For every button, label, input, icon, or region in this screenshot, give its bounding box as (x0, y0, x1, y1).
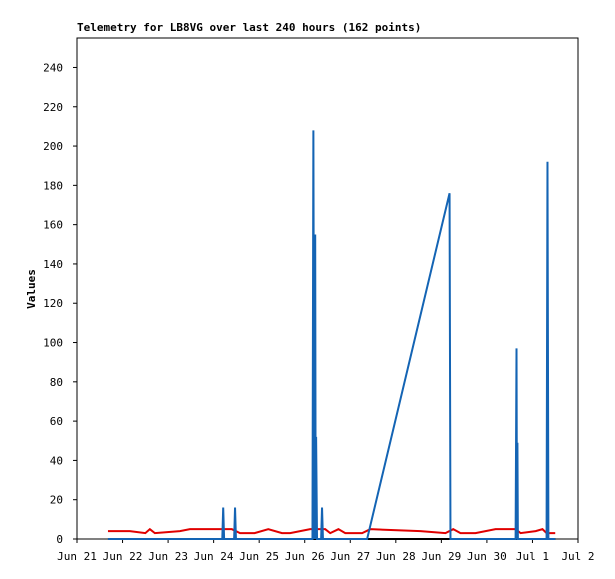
y-tick-label: 40 (50, 454, 63, 467)
y-tick-label: 100 (43, 337, 63, 350)
x-tick-label: Jun 30 (467, 550, 507, 563)
x-tick-label: Jun 26 (285, 550, 325, 563)
y-tick-label: 200 (43, 140, 63, 153)
y-tick-label: 140 (43, 258, 63, 271)
x-tick-label: Jun 22 (103, 550, 143, 563)
y-tick-label: 0 (56, 533, 63, 546)
x-tick-label: Jun 23 (148, 550, 188, 563)
x-tick-label: Jul 1 (516, 550, 549, 563)
y-tick-label: 120 (43, 297, 63, 310)
series-line (107, 130, 556, 540)
y-axis-label: Values (25, 269, 38, 309)
x-tick-label: Jun 24 (194, 550, 234, 563)
y-tick-label: 180 (43, 179, 63, 192)
x-tick-label: Jun 28 (376, 550, 416, 563)
x-tick-label: Jun 25 (239, 550, 279, 563)
chart-title: Telemetry for LB8VG over last 240 hours … (77, 21, 421, 34)
y-tick-label: 220 (43, 101, 63, 114)
x-tick-label: Jun 21 (57, 550, 97, 563)
y-tick-label: 80 (50, 376, 63, 389)
series-line (107, 527, 556, 535)
x-tick-label: Jun 29 (421, 550, 461, 563)
x-tick-label: Jun 27 (330, 550, 370, 563)
y-tick-label: 20 (50, 494, 63, 507)
y-tick-label: 60 (50, 415, 63, 428)
x-tick-label: Jul 2 (561, 550, 594, 563)
y-tick-label: 240 (43, 61, 63, 74)
y-tick-label: 160 (43, 219, 63, 232)
